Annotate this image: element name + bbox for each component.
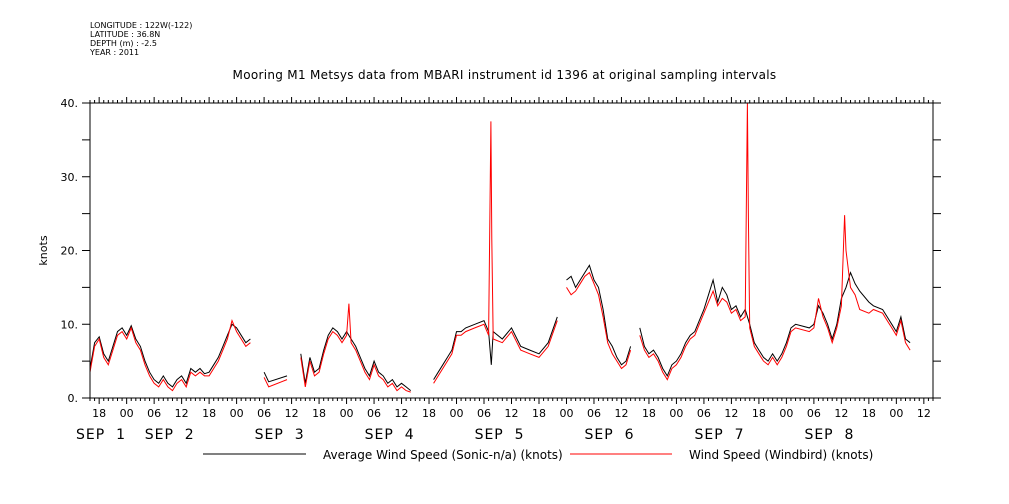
- x-hour-label: 18: [312, 407, 326, 420]
- plot-frame: [89, 102, 934, 399]
- x-date-label: SEP 2: [145, 427, 195, 443]
- x-hour-label: 06: [697, 407, 711, 420]
- chart-title: Mooring M1 Metsys data from MBARI instru…: [232, 68, 777, 82]
- x-hour-label: 12: [834, 407, 848, 420]
- x-hour-label: 06: [257, 407, 271, 420]
- y-tick-label: 0.: [68, 392, 79, 405]
- x-hour-label: 12: [505, 407, 519, 420]
- series-average-wind-line: [263, 371, 288, 383]
- x-hour-label: 12: [285, 407, 299, 420]
- x-hour-label: 00: [340, 407, 354, 420]
- x-hour-label: 00: [230, 407, 244, 420]
- x-hour-label: 18: [92, 407, 106, 420]
- x-date-label: SEP 7: [695, 427, 745, 443]
- x-hour-label: 00: [779, 407, 793, 420]
- x-date-label: SEP 8: [804, 427, 854, 443]
- x-hour-label: 06: [587, 407, 601, 420]
- year-text: YEAR : 2011: [90, 48, 140, 57]
- x-hour-label: 00: [889, 407, 903, 420]
- series-windbird-line: [639, 102, 911, 381]
- y-tick-label: 30.: [61, 171, 79, 184]
- x-hour-label: 06: [147, 407, 161, 420]
- x-hour-label: 06: [367, 407, 381, 420]
- y-tick-label: 10.: [61, 318, 79, 331]
- series-average-wind-line: [89, 323, 251, 388]
- x-hour-label: 18: [862, 407, 876, 420]
- series-windbird-line: [433, 121, 558, 384]
- x-hour-label: 00: [669, 407, 683, 420]
- x-hour-label: 18: [532, 407, 546, 420]
- x-hour-label: 12: [917, 407, 931, 420]
- series-average-wind-line: [566, 264, 632, 366]
- series-layer: [89, 102, 911, 393]
- x-hour-label: 18: [422, 407, 436, 420]
- x-hour-label: 18: [752, 407, 766, 420]
- series-windbird-line: [566, 271, 632, 370]
- x-hour-label: 00: [450, 407, 464, 420]
- x-hour-label: 06: [477, 407, 491, 420]
- legend: Average Wind Speed (Sonic-n/a) (knots) W…: [203, 448, 873, 462]
- latitude-text: LATITUDE : 36.8N: [90, 30, 161, 39]
- series-average-wind-line: [300, 327, 412, 391]
- series-windbird-line: [263, 377, 288, 388]
- depth-text: DEPTH (m) : -2.5: [90, 39, 157, 48]
- y-tick-label: 40.: [61, 97, 79, 110]
- x-hour-label: 18: [642, 407, 656, 420]
- x-hour-label: 00: [559, 407, 573, 420]
- x-hour-label: 12: [724, 407, 738, 420]
- series-windbird-line: [89, 319, 251, 392]
- series-average-wind-line: [639, 271, 911, 377]
- station-metadata: LONGITUDE : 122W(-122) LATITUDE : 36.8N …: [90, 21, 192, 57]
- y-axis-label: knots: [37, 235, 50, 265]
- legend-label-average: Average Wind Speed (Sonic-n/a) (knots): [323, 448, 563, 462]
- x-hour-label: 12: [395, 407, 409, 420]
- x-hour-label: 00: [120, 407, 134, 420]
- series-windbird-line: [300, 303, 411, 393]
- x-hour-label: 18: [202, 407, 216, 420]
- x-hour-label: 12: [614, 407, 628, 420]
- x-hour-label: 06: [807, 407, 821, 420]
- x-date-label: SEP 1: [76, 427, 126, 443]
- y-tick-label: 20.: [61, 245, 79, 258]
- longitude-text: LONGITUDE : 122W(-122): [90, 21, 193, 30]
- x-date-label: SEP 6: [585, 427, 635, 443]
- x-date-label: SEP 3: [255, 427, 305, 443]
- x-date-label: SEP 4: [365, 427, 415, 443]
- x-hour-label: 12: [175, 407, 189, 420]
- ticks-layer: 0. 10. 20. 30. 40. 18 00 06 12 18 00 06 12 18 00 06 12 18…: [61, 97, 941, 443]
- series-average-wind-line: [433, 316, 558, 380]
- x-date-label: SEP 5: [475, 427, 525, 443]
- legend-label-windbird: Wind Speed (Windbird) (knots): [689, 448, 873, 462]
